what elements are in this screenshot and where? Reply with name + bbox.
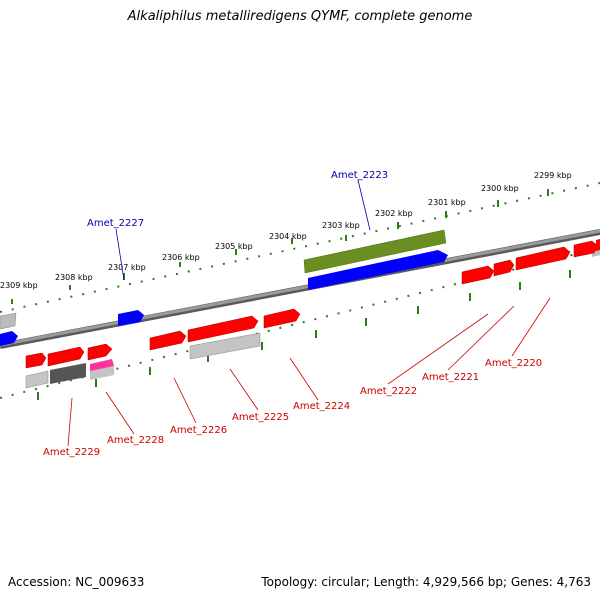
forward-gene <box>25 352 47 369</box>
kbp-label: 2301 kbp <box>428 198 466 207</box>
reverse-gene-amet-2227 <box>118 310 144 326</box>
reverse-gene <box>0 331 18 346</box>
gene-label-amet-2227: Amet_2227 <box>87 218 144 229</box>
gray-feature <box>189 332 261 360</box>
kbp-label: 2299 kbp <box>534 171 572 180</box>
darkgray-feature <box>50 363 86 384</box>
forward-gene-amet-2229 <box>47 346 85 367</box>
forward-gene <box>596 239 600 251</box>
kbp-label: 2302 kbp <box>375 209 413 218</box>
kbp-label: 2300 kbp <box>481 184 519 193</box>
label-leader-lines <box>67 179 551 447</box>
gray-feature <box>0 312 17 330</box>
reverse-gene-amet-2223 <box>308 250 448 290</box>
kbp-label: 2308 kbp <box>55 273 93 282</box>
kbp-label: 2309 kbp <box>0 281 38 290</box>
kbp-label: 2303 kbp <box>322 221 360 230</box>
gene-label-amet-2229: Amet_2229 <box>43 447 100 458</box>
gene-label-amet-2223: Amet_2223 <box>331 170 388 181</box>
gene-label-amet-2224: Amet_2224 <box>293 401 350 412</box>
gene-label-amet-2228: Amet_2228 <box>107 435 164 446</box>
map-title: Alkaliphilus metalliredigens QYMF, compl… <box>127 9 473 24</box>
forward-gene-amet-2220 <box>515 246 571 271</box>
olive-feature <box>303 229 447 274</box>
kbp-label: 2306 kbp <box>162 253 200 262</box>
topology-text: Topology: circular; Length: 4,929,566 bp… <box>261 575 591 589</box>
kbp-label: 2305 kbp <box>215 242 253 251</box>
forward-gene-amet-2226 <box>149 330 187 351</box>
accession-text: Accession: NC_009633 <box>8 575 145 589</box>
gray-feature <box>25 370 49 389</box>
forward-gene-amet-2222 <box>461 265 495 285</box>
gene-label-amet-2220: Amet_2220 <box>485 358 542 369</box>
forward-gene-amet-2224 <box>263 308 301 329</box>
gene-label-amet-2225: Amet_2225 <box>232 412 289 423</box>
gene-label-amet-2226: Amet_2226 <box>170 425 227 436</box>
forward-gene-amet-2221 <box>493 259 515 277</box>
forward-gene-amet-2225 <box>187 315 259 343</box>
kbp-label: 2304 kbp <box>269 232 307 241</box>
genome-backbone <box>0 229 600 347</box>
rna-feature <box>90 359 114 372</box>
gene-label-amet-2222: Amet_2222 <box>360 386 417 397</box>
kbp-label: 2307 kbp <box>108 263 146 272</box>
gene-label-amet-2221: Amet_2221 <box>422 372 479 383</box>
forward-gene-amet-2228 <box>87 343 113 361</box>
gray-feature <box>90 366 114 380</box>
